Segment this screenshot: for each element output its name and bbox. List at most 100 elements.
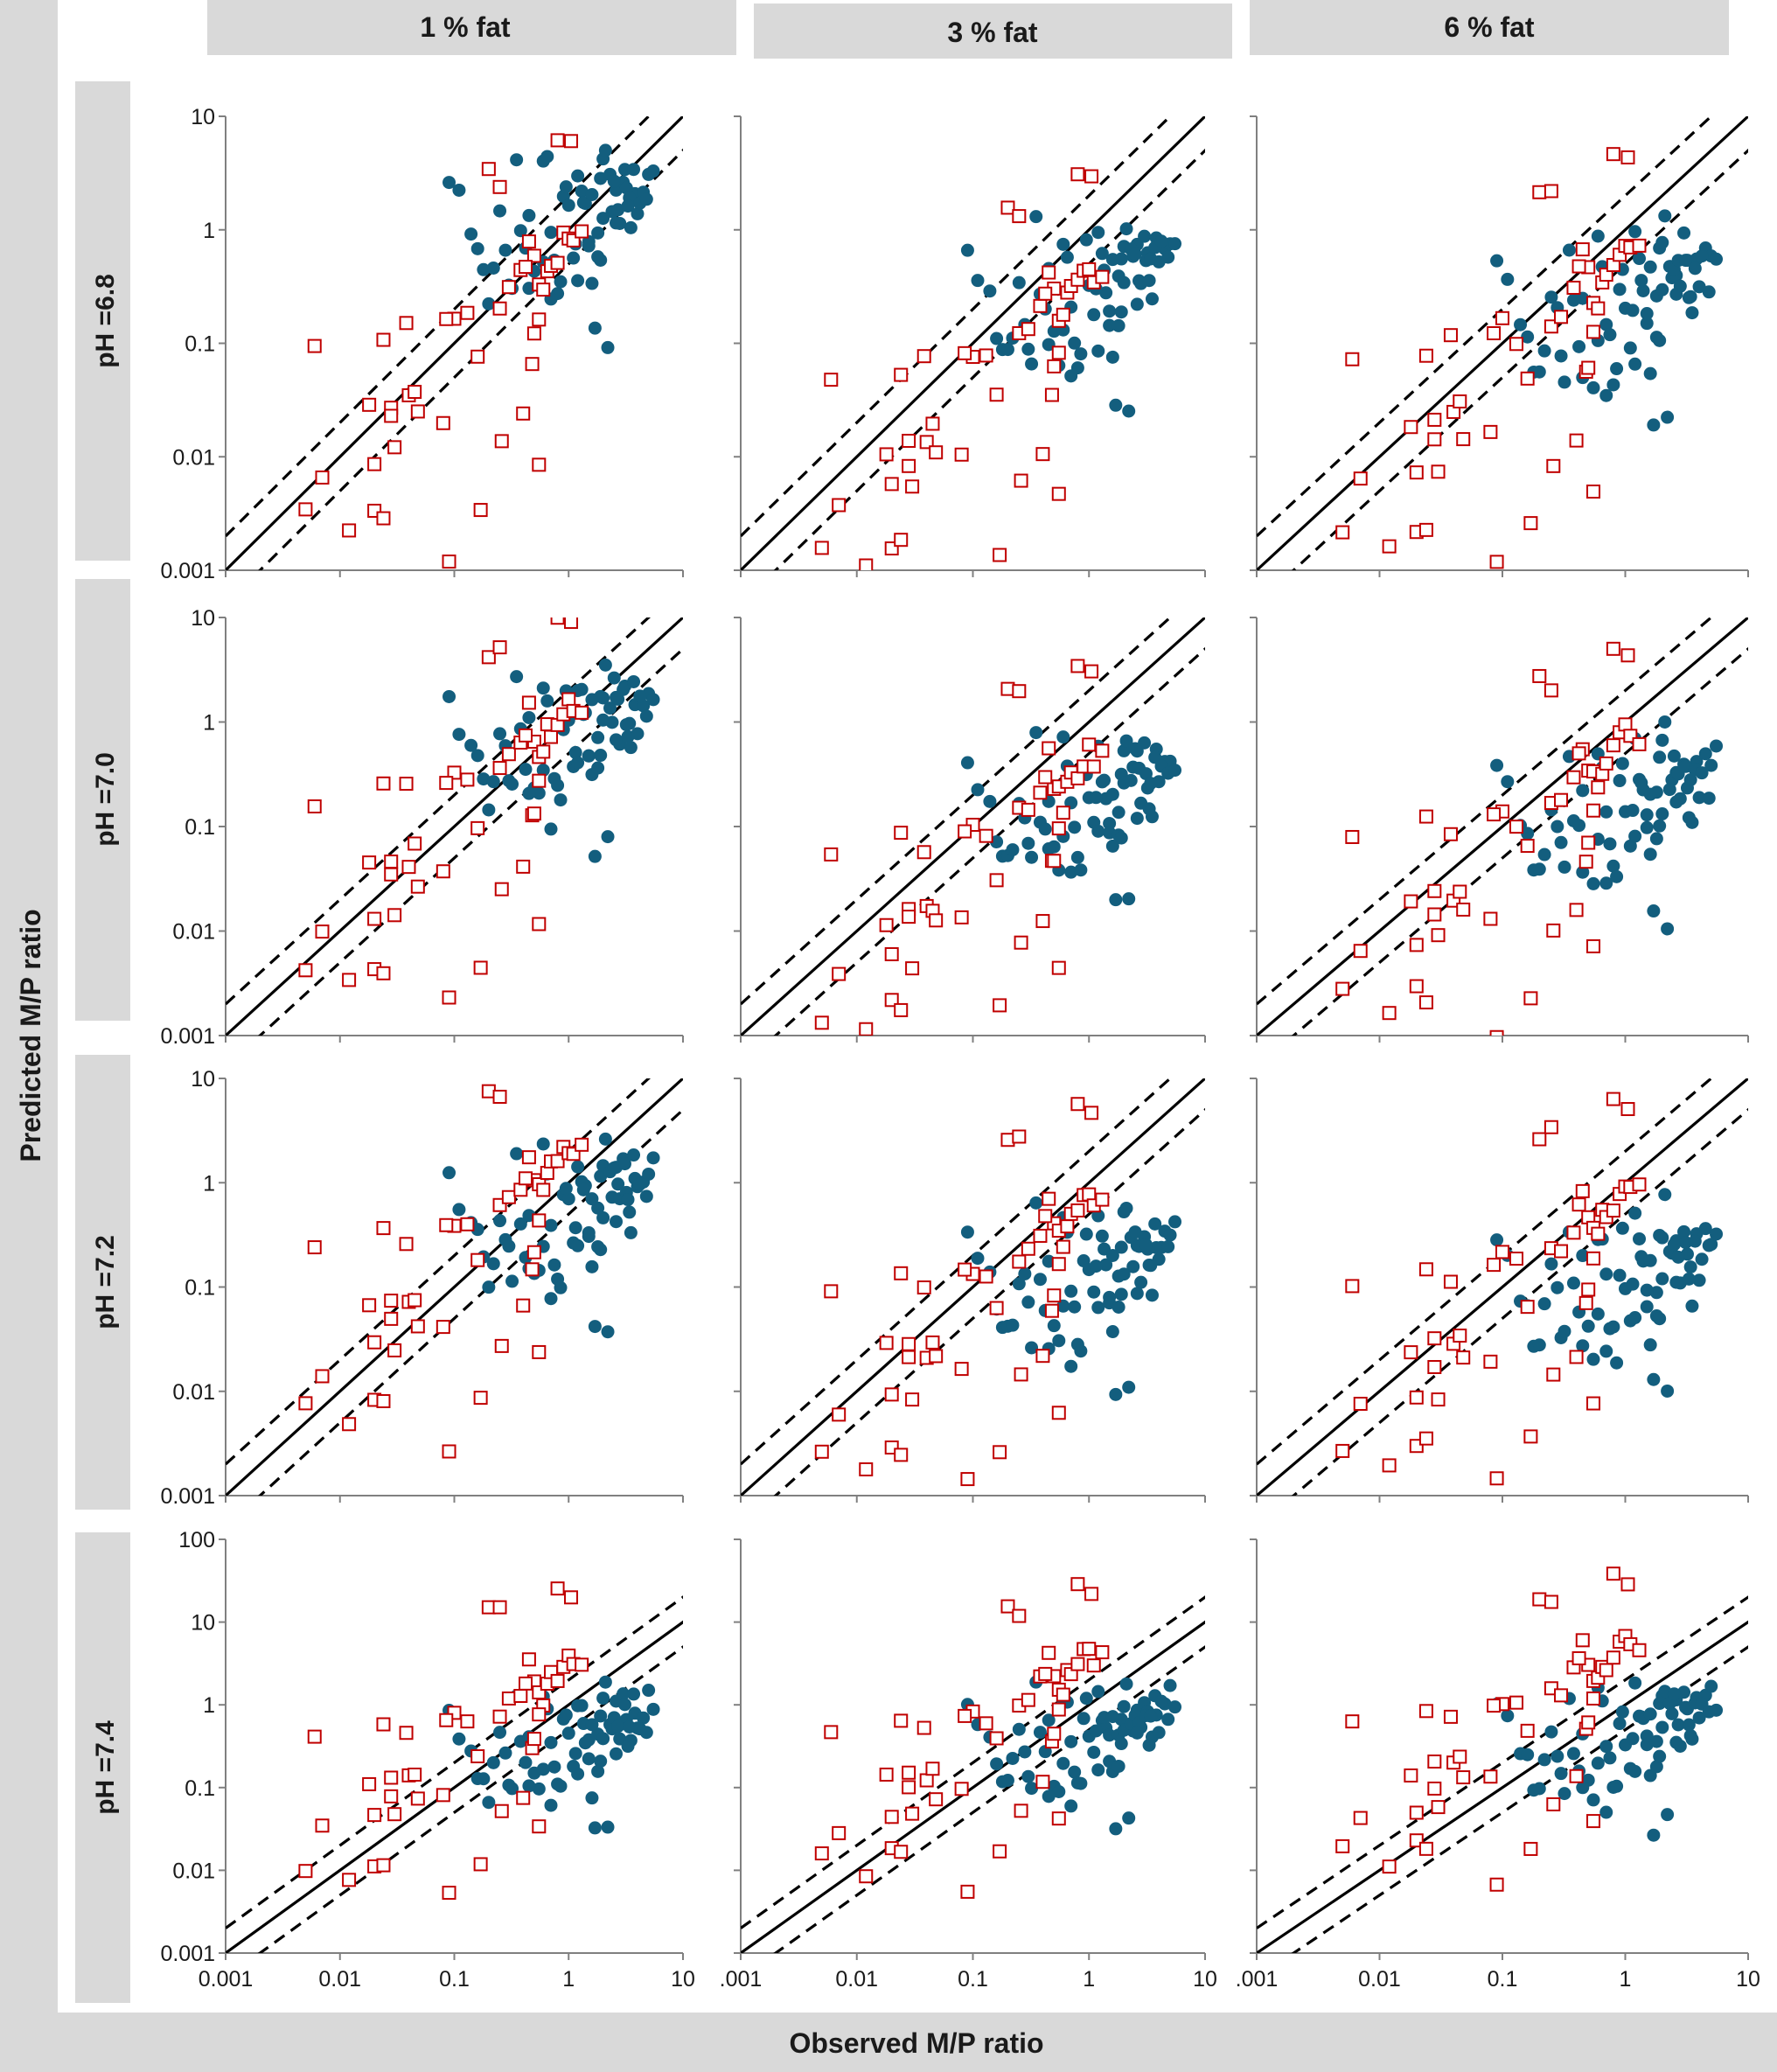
reference-line-dashed-r2c3-1 bbox=[1257, 617, 1714, 1006]
circle-point-r4c2-46 bbox=[1089, 1724, 1103, 1738]
circle-point-r3c2-0 bbox=[960, 1225, 974, 1239]
square-point-r1c2-33 bbox=[1042, 265, 1056, 280]
circle-point-r4c2-35 bbox=[1122, 1811, 1136, 1825]
square-point-r4c3-9 bbox=[1443, 1709, 1458, 1724]
square-point-r3c3-3 bbox=[1382, 1458, 1397, 1473]
circle-point-r4c1-32 bbox=[594, 1709, 608, 1723]
circle-point-r2c2-55 bbox=[1144, 777, 1158, 791]
circle-point-r1c3-9 bbox=[1554, 349, 1568, 363]
square-point-r3c2-10 bbox=[902, 1336, 916, 1351]
circle-point-r4c2-64 bbox=[1056, 1756, 1070, 1770]
square-point-r4c1-3 bbox=[342, 1873, 357, 1887]
circle-point-r3c1-35 bbox=[601, 1325, 615, 1339]
y-tick-label-r3c1-0: 0.001 bbox=[160, 1484, 215, 1509]
circle-point-r3c2-47 bbox=[1079, 1227, 1093, 1241]
square-point-r2c3-45 bbox=[1620, 648, 1635, 663]
circle-point-r1c3-7 bbox=[1544, 290, 1558, 304]
square-point-r2c1-36 bbox=[536, 744, 551, 759]
circle-point-r3c1-29 bbox=[585, 1259, 599, 1273]
circle-point-r1c1-5 bbox=[482, 296, 496, 310]
square-point-r3c3-4 bbox=[1404, 1345, 1418, 1360]
square-point-r1c3-0 bbox=[1345, 352, 1360, 366]
y-tick-label-r3c1-4: 10 bbox=[191, 1067, 215, 1092]
square-point-r4c3-16 bbox=[1483, 1769, 1498, 1784]
circle-point-r3c3-52 bbox=[1667, 1238, 1681, 1252]
circle-point-r2c1-6 bbox=[486, 775, 500, 789]
square-point-r4c1-15 bbox=[410, 1791, 425, 1806]
square-point-r2c2-42 bbox=[1086, 759, 1101, 774]
square-point-r1c1-20 bbox=[460, 305, 475, 320]
circle-point-r3c2-63 bbox=[1064, 1359, 1078, 1373]
circle-point-r3c3-22 bbox=[1613, 1268, 1627, 1282]
circle-point-r3c3-33 bbox=[1655, 1231, 1669, 1245]
circle-point-r4c3-43 bbox=[1692, 1711, 1706, 1725]
square-point-r1c3-18 bbox=[1495, 310, 1509, 325]
square-point-r2c3-24 bbox=[1544, 683, 1558, 698]
circle-point-r1c2-59 bbox=[1168, 237, 1182, 251]
square-point-r4c3-7 bbox=[1418, 1841, 1433, 1856]
square-point-r1c3-14 bbox=[1453, 394, 1467, 408]
square-point-r3c1-36 bbox=[536, 1183, 551, 1197]
circle-point-r2c1-65 bbox=[522, 786, 536, 800]
circle-point-r3c1-49 bbox=[585, 1192, 599, 1206]
circle-point-r3c2-58 bbox=[1161, 1239, 1175, 1253]
circle-point-r4c1-55 bbox=[623, 1720, 637, 1734]
square-point-r3c1-19 bbox=[439, 1217, 454, 1232]
square-point-r1c1-23 bbox=[481, 162, 496, 177]
circle-point-r2c1-31 bbox=[591, 730, 605, 744]
circle-point-r4c1-58 bbox=[639, 1726, 653, 1740]
square-point-r4c2-15 bbox=[929, 1792, 944, 1807]
reference-line-solid-r3c2-0 bbox=[741, 1078, 1205, 1496]
circle-point-r4c1-69 bbox=[621, 1740, 635, 1754]
col-header-3: 6 % fat bbox=[1444, 11, 1534, 43]
square-point-r2c2-1 bbox=[814, 1015, 829, 1030]
y-axis-title: Predicted M/P ratio bbox=[15, 909, 46, 1162]
square-point-r4c1-0 bbox=[307, 1729, 322, 1744]
square-point-r2c3-21 bbox=[1520, 839, 1535, 854]
circle-point-r3c1-1 bbox=[452, 1203, 466, 1217]
circle-point-r4c2-5 bbox=[1000, 1774, 1014, 1788]
circle-point-r1c2-35 bbox=[1122, 404, 1136, 418]
square-point-r1c3-33 bbox=[1575, 242, 1590, 257]
circle-point-r4c2-22 bbox=[1077, 1712, 1091, 1726]
square-point-r2c3-7 bbox=[1418, 995, 1433, 1010]
square-point-r4c3-2 bbox=[1353, 1810, 1368, 1825]
y-tick-label-r1c1-1: 0.01 bbox=[172, 445, 215, 470]
x-tick-label-r4c2-3: 1 bbox=[1083, 1967, 1095, 1992]
square-point-r4c1-43 bbox=[575, 1657, 589, 1672]
circle-point-r3c1-23 bbox=[561, 1192, 575, 1206]
square-point-r4c2-26 bbox=[1014, 1803, 1028, 1818]
circle-point-r2c1-64 bbox=[536, 764, 550, 778]
circle-point-r1c2-1 bbox=[971, 274, 985, 288]
square-point-r2c3-2 bbox=[1353, 944, 1368, 959]
left-band bbox=[0, 0, 58, 2072]
circle-point-r2c2-11 bbox=[1029, 726, 1043, 740]
circle-point-r3c2-1 bbox=[971, 1252, 985, 1266]
reference-line-dashed-r2c1-2 bbox=[257, 646, 683, 1036]
square-point-r2c2-4 bbox=[879, 917, 894, 932]
square-point-r2c3-16 bbox=[1483, 911, 1498, 926]
square-point-r4c2-8 bbox=[894, 1713, 909, 1728]
circle-point-r4c1-5 bbox=[482, 1796, 496, 1810]
square-point-r1c2-27 bbox=[1021, 322, 1035, 337]
y-tick-label-r2c1-3: 1 bbox=[203, 711, 215, 736]
circle-point-r2c1-5 bbox=[482, 803, 496, 817]
square-point-r4c3-27 bbox=[1554, 1688, 1569, 1703]
circle-point-r4c3-61 bbox=[1640, 1738, 1654, 1752]
circle-point-r4c2-66 bbox=[1074, 1776, 1088, 1790]
y-tick-label-r4c1-1: 0.01 bbox=[172, 1859, 215, 1883]
circle-point-r3c2-64 bbox=[1056, 1299, 1070, 1313]
circle-point-r1c1-0 bbox=[443, 176, 456, 190]
col-header-box-2 bbox=[754, 3, 1232, 59]
square-point-r3c1-46 bbox=[532, 1213, 547, 1228]
square-point-r1c3-20 bbox=[1509, 337, 1524, 352]
square-point-r3c2-9 bbox=[916, 1280, 931, 1295]
square-point-r3c2-17 bbox=[960, 1472, 975, 1487]
circle-point-r1c1-53 bbox=[611, 203, 625, 217]
circle-point-r1c1-35 bbox=[601, 340, 615, 354]
circle-point-r2c3-59 bbox=[1710, 739, 1724, 753]
circle-point-r4c3-53 bbox=[1671, 1718, 1685, 1732]
circle-point-r3c3-46 bbox=[1626, 1277, 1640, 1291]
circle-point-r1c3-54 bbox=[1679, 254, 1693, 268]
circle-point-r3c3-15 bbox=[1581, 1319, 1595, 1333]
